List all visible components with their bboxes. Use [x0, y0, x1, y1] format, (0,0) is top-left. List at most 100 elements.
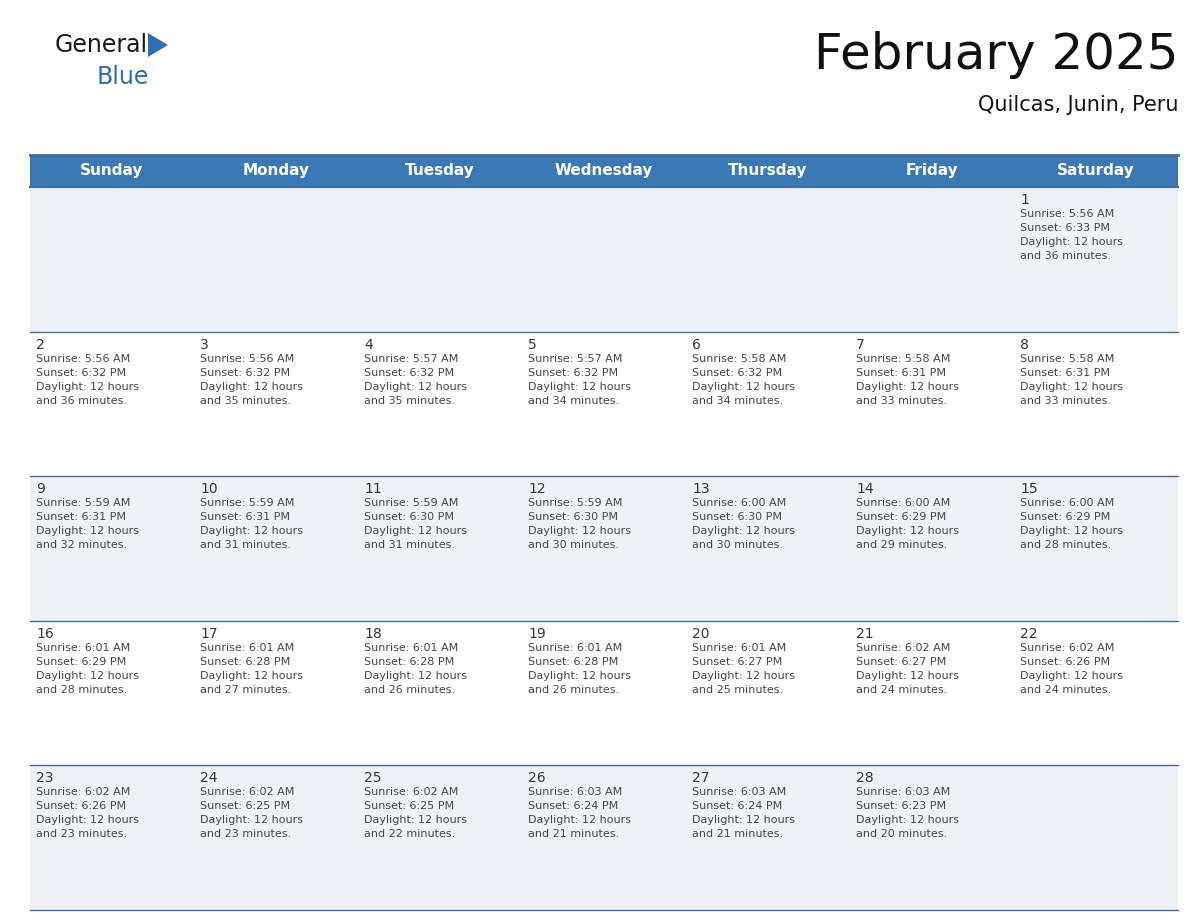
Text: and 21 minutes.: and 21 minutes. — [691, 829, 783, 839]
Text: Sunrise: 5:58 AM: Sunrise: 5:58 AM — [1020, 353, 1114, 364]
Text: 13: 13 — [691, 482, 709, 497]
Text: and 31 minutes.: and 31 minutes. — [364, 540, 455, 550]
Bar — [30, 331, 1178, 476]
Text: 15: 15 — [1020, 482, 1037, 497]
Text: Sunrise: 5:56 AM: Sunrise: 5:56 AM — [36, 353, 131, 364]
Text: and 26 minutes.: and 26 minutes. — [527, 685, 619, 695]
Text: Sunset: 6:25 PM: Sunset: 6:25 PM — [200, 801, 290, 812]
Text: and 23 minutes.: and 23 minutes. — [200, 829, 291, 839]
Text: Sunset: 6:31 PM: Sunset: 6:31 PM — [857, 367, 946, 377]
Text: Sunset: 6:29 PM: Sunset: 6:29 PM — [36, 656, 126, 666]
Text: 8: 8 — [1020, 338, 1029, 352]
Text: Sunrise: 6:00 AM: Sunrise: 6:00 AM — [857, 498, 950, 509]
Text: Sunset: 6:31 PM: Sunset: 6:31 PM — [36, 512, 126, 522]
Text: Sunrise: 6:01 AM: Sunrise: 6:01 AM — [691, 643, 786, 653]
Text: 1: 1 — [1020, 193, 1029, 207]
Text: and 36 minutes.: and 36 minutes. — [36, 396, 127, 406]
Text: Sunrise: 6:02 AM: Sunrise: 6:02 AM — [200, 788, 295, 798]
Text: Daylight: 12 hours: Daylight: 12 hours — [691, 671, 795, 681]
Text: and 35 minutes.: and 35 minutes. — [364, 396, 455, 406]
Text: and 30 minutes.: and 30 minutes. — [527, 540, 619, 550]
Text: Sunset: 6:32 PM: Sunset: 6:32 PM — [200, 367, 290, 377]
Text: 14: 14 — [857, 482, 873, 497]
Text: Daylight: 12 hours: Daylight: 12 hours — [36, 526, 139, 536]
Text: Daylight: 12 hours: Daylight: 12 hours — [1020, 526, 1123, 536]
Text: February 2025: February 2025 — [814, 31, 1178, 79]
Text: 18: 18 — [364, 627, 381, 641]
Text: 10: 10 — [200, 482, 217, 497]
Text: Sunrise: 5:59 AM: Sunrise: 5:59 AM — [200, 498, 295, 509]
Text: Sunrise: 5:57 AM: Sunrise: 5:57 AM — [527, 353, 623, 364]
Text: Daylight: 12 hours: Daylight: 12 hours — [691, 526, 795, 536]
Text: Sunset: 6:28 PM: Sunset: 6:28 PM — [364, 656, 454, 666]
Text: Sunset: 6:25 PM: Sunset: 6:25 PM — [364, 801, 454, 812]
Text: and 28 minutes.: and 28 minutes. — [36, 685, 127, 695]
Text: Sunrise: 5:58 AM: Sunrise: 5:58 AM — [691, 353, 786, 364]
Text: Daylight: 12 hours: Daylight: 12 hours — [36, 815, 139, 825]
Text: Daylight: 12 hours: Daylight: 12 hours — [1020, 237, 1123, 247]
Text: and 24 minutes.: and 24 minutes. — [1020, 685, 1111, 695]
Text: Sunrise: 6:01 AM: Sunrise: 6:01 AM — [364, 643, 459, 653]
Text: and 28 minutes.: and 28 minutes. — [1020, 540, 1111, 550]
Text: Sunset: 6:28 PM: Sunset: 6:28 PM — [527, 656, 618, 666]
Text: and 32 minutes.: and 32 minutes. — [36, 540, 127, 550]
Text: Daylight: 12 hours: Daylight: 12 hours — [857, 526, 959, 536]
Text: 20: 20 — [691, 627, 709, 641]
Text: Sunrise: 6:01 AM: Sunrise: 6:01 AM — [200, 643, 295, 653]
Text: and 24 minutes.: and 24 minutes. — [857, 685, 947, 695]
Text: Sunrise: 6:02 AM: Sunrise: 6:02 AM — [364, 788, 459, 798]
Text: Sunset: 6:31 PM: Sunset: 6:31 PM — [200, 512, 290, 522]
Text: Daylight: 12 hours: Daylight: 12 hours — [1020, 671, 1123, 681]
Text: Sunset: 6:30 PM: Sunset: 6:30 PM — [364, 512, 454, 522]
Text: General: General — [55, 33, 148, 57]
Text: and 36 minutes.: and 36 minutes. — [1020, 251, 1111, 261]
Bar — [30, 187, 1178, 331]
Bar — [30, 155, 1178, 187]
Text: 26: 26 — [527, 771, 545, 786]
Text: Friday: Friday — [905, 163, 959, 178]
Text: Sunset: 6:32 PM: Sunset: 6:32 PM — [364, 367, 454, 377]
Text: 25: 25 — [364, 771, 381, 786]
Text: Sunset: 6:30 PM: Sunset: 6:30 PM — [691, 512, 782, 522]
Text: Tuesday: Tuesday — [405, 163, 475, 178]
Text: and 29 minutes.: and 29 minutes. — [857, 540, 947, 550]
Text: Sunrise: 5:59 AM: Sunrise: 5:59 AM — [36, 498, 131, 509]
Text: Sunrise: 5:59 AM: Sunrise: 5:59 AM — [527, 498, 623, 509]
Text: Sunset: 6:28 PM: Sunset: 6:28 PM — [200, 656, 290, 666]
Text: 27: 27 — [691, 771, 709, 786]
Text: Daylight: 12 hours: Daylight: 12 hours — [527, 382, 631, 392]
Text: Sunrise: 5:58 AM: Sunrise: 5:58 AM — [857, 353, 950, 364]
Text: Daylight: 12 hours: Daylight: 12 hours — [691, 815, 795, 825]
Text: Blue: Blue — [97, 65, 150, 89]
Text: Saturday: Saturday — [1057, 163, 1135, 178]
Text: and 20 minutes.: and 20 minutes. — [857, 829, 947, 839]
Text: Daylight: 12 hours: Daylight: 12 hours — [364, 526, 467, 536]
Text: Sunrise: 6:03 AM: Sunrise: 6:03 AM — [691, 788, 786, 798]
Text: Sunset: 6:31 PM: Sunset: 6:31 PM — [1020, 367, 1110, 377]
Text: Sunset: 6:32 PM: Sunset: 6:32 PM — [527, 367, 618, 377]
Bar — [30, 476, 1178, 621]
Text: and 22 minutes.: and 22 minutes. — [364, 829, 455, 839]
Text: and 27 minutes.: and 27 minutes. — [200, 685, 291, 695]
Text: Sunrise: 6:00 AM: Sunrise: 6:00 AM — [1020, 498, 1114, 509]
Text: and 35 minutes.: and 35 minutes. — [200, 396, 291, 406]
Text: Sunset: 6:26 PM: Sunset: 6:26 PM — [1020, 656, 1110, 666]
Text: Sunset: 6:32 PM: Sunset: 6:32 PM — [36, 367, 126, 377]
Text: Daylight: 12 hours: Daylight: 12 hours — [527, 815, 631, 825]
Text: and 33 minutes.: and 33 minutes. — [1020, 396, 1111, 406]
Text: Sunset: 6:23 PM: Sunset: 6:23 PM — [857, 801, 946, 812]
Text: Daylight: 12 hours: Daylight: 12 hours — [691, 382, 795, 392]
Text: 24: 24 — [200, 771, 217, 786]
Text: Sunrise: 6:01 AM: Sunrise: 6:01 AM — [527, 643, 623, 653]
Text: and 30 minutes.: and 30 minutes. — [691, 540, 783, 550]
Text: Daylight: 12 hours: Daylight: 12 hours — [527, 671, 631, 681]
Text: 2: 2 — [36, 338, 45, 352]
Text: Sunset: 6:30 PM: Sunset: 6:30 PM — [527, 512, 618, 522]
Text: Sunrise: 6:00 AM: Sunrise: 6:00 AM — [691, 498, 786, 509]
Text: Thursday: Thursday — [728, 163, 808, 178]
Polygon shape — [148, 33, 168, 57]
Text: Sunset: 6:33 PM: Sunset: 6:33 PM — [1020, 223, 1110, 233]
Text: Sunrise: 5:56 AM: Sunrise: 5:56 AM — [1020, 209, 1114, 219]
Text: Daylight: 12 hours: Daylight: 12 hours — [200, 671, 303, 681]
Text: Sunset: 6:29 PM: Sunset: 6:29 PM — [857, 512, 947, 522]
